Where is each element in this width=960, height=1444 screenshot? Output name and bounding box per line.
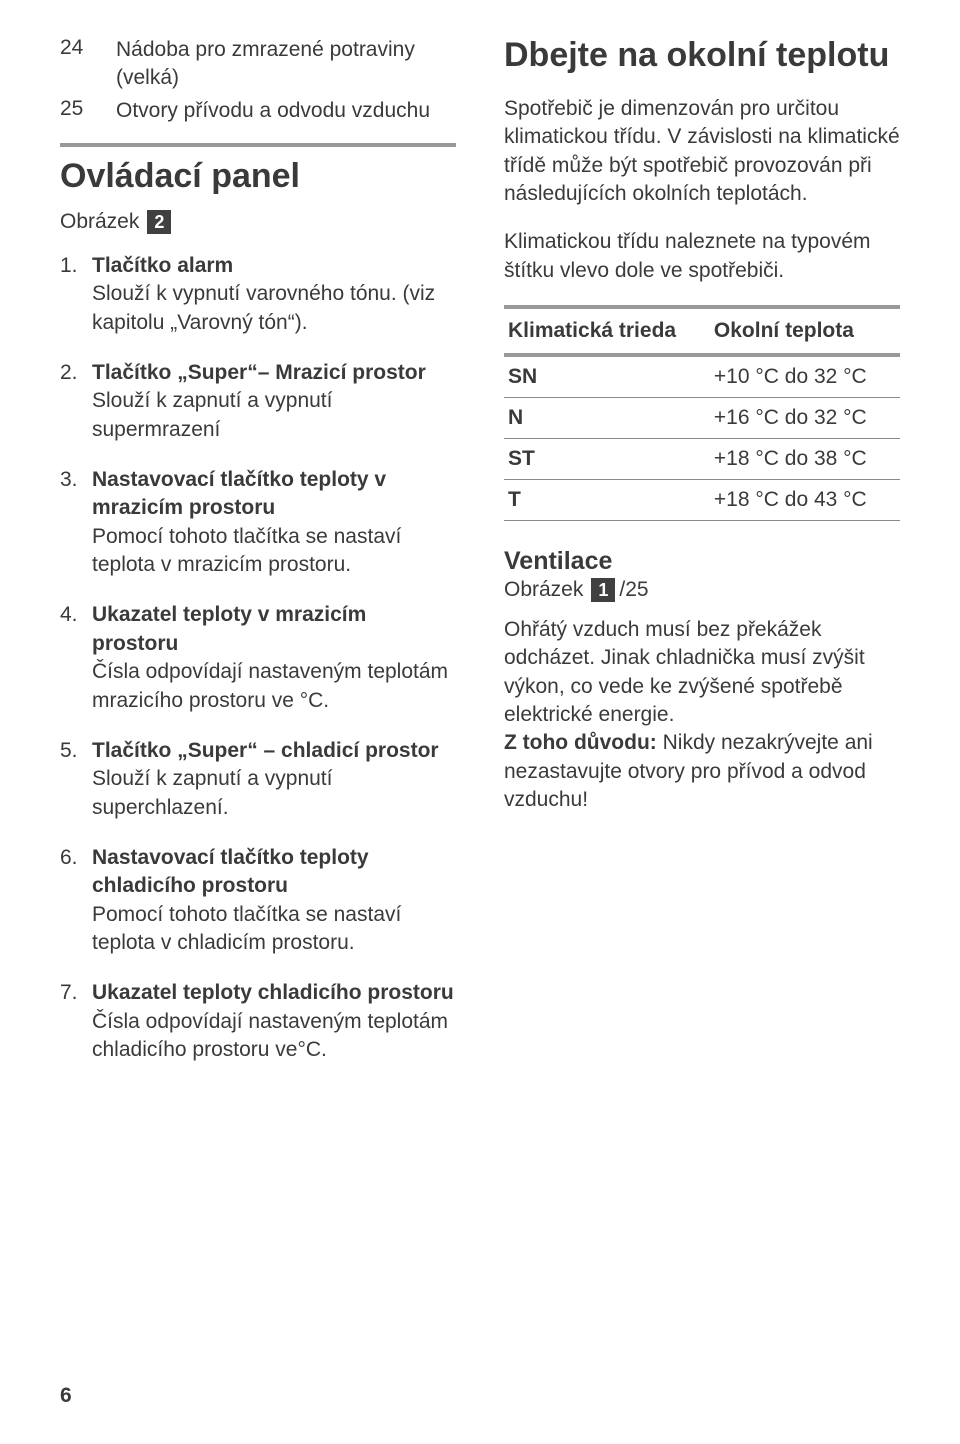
item-title: Nastavovací tlačítko teploty chladicího … xyxy=(92,844,456,901)
numbered-list: 1.Tlačítko alarmSlouží k vypnutí varovné… xyxy=(60,252,456,1064)
figure-reference: Obrázek 1/25 xyxy=(504,578,900,602)
paragraph: Klimatickou třídu naleznete na typovém š… xyxy=(504,228,900,285)
table-cell: ST xyxy=(504,439,710,480)
page-number: 6 xyxy=(60,1384,72,1408)
item-text: Otvory přívodu a odvodu vzduchu xyxy=(116,97,430,125)
figure-number-badge: 2 xyxy=(147,210,171,234)
table-cell: SN xyxy=(504,355,710,398)
list-item: 25 Otvory přívodu a odvodu vzduchu xyxy=(60,97,456,125)
item-text: Nádoba pro zmrazené potraviny (velká) xyxy=(116,36,456,93)
figure-label: Obrázek xyxy=(504,578,583,602)
paragraph-text: Ohřátý vzduch musí bez překážek odcházet… xyxy=(504,618,865,726)
item-number: 7. xyxy=(60,979,92,1007)
item-title: Ukazatel teploty v mrazicím prostoru xyxy=(92,601,456,658)
item-number: 2. xyxy=(60,359,92,387)
table-row: N+16 °C do 32 °C xyxy=(504,398,900,439)
table-cell: +18 °C do 38 °C xyxy=(710,439,900,480)
table-row: T+18 °C do 43 °C xyxy=(504,480,900,521)
item-number: 4. xyxy=(60,601,92,658)
table-cell: +10 °C do 32 °C xyxy=(710,355,900,398)
item-number: 6. xyxy=(60,844,92,901)
table-row: SN+10 °C do 32 °C xyxy=(504,355,900,398)
item-body: Čísla odpovídají nastaveným teplotám chl… xyxy=(60,1008,456,1065)
table-cell: N xyxy=(504,398,710,439)
item-number: 5. xyxy=(60,737,92,765)
left-column: 24 Nádoba pro zmrazené potraviny (velká)… xyxy=(60,36,456,1086)
item-body: Slouží k zapnutí a vypnutí superchlazení… xyxy=(60,765,456,822)
list-item: 6.Nastavovací tlačítko teploty chladicíh… xyxy=(60,844,456,957)
table-header-cell: Okolní teplota xyxy=(710,307,900,355)
table-cell: +16 °C do 32 °C xyxy=(710,398,900,439)
item-body: Pomocí tohoto tlačítka se nastaví teplot… xyxy=(60,901,456,958)
item-title: Ukazatel teploty chladicího prostoru xyxy=(92,979,454,1007)
list-item: 1.Tlačítko alarmSlouží k vypnutí varovné… xyxy=(60,252,456,337)
item-title: Tlačítko „Super“– Mrazicí prostor xyxy=(92,359,426,387)
section-divider xyxy=(60,143,456,147)
item-number: 25 xyxy=(60,97,116,125)
subheading-ventilation: Ventilace xyxy=(504,547,612,575)
item-body: Slouží k zapnutí a vypnutí supermrazení xyxy=(60,387,456,444)
list-item: 7.Ukazatel teploty chladicího prostoruČí… xyxy=(60,979,456,1064)
item-title: Nastavovací tlačítko teploty v mrazicím … xyxy=(92,466,456,523)
item-body: Pomocí tohoto tlačítka se nastaví teplot… xyxy=(60,523,456,580)
figure-reference: Obrázek 2 xyxy=(60,210,456,234)
figure-suffix: /25 xyxy=(619,578,648,602)
item-body: Čísla odpovídají nastaveným teplotám mra… xyxy=(60,658,456,715)
item-number: 1. xyxy=(60,252,92,280)
ventilation-heading-block: Ventilace xyxy=(504,547,900,576)
table-cell: +18 °C do 43 °C xyxy=(710,480,900,521)
table-header-row: Klimatická trieda Okolní teplota xyxy=(504,307,900,355)
item-number: 24 xyxy=(60,36,116,93)
list-item: 3.Nastavovací tlačítko teploty v mrazicí… xyxy=(60,466,456,579)
top-definition-list: 24 Nádoba pro zmrazené potraviny (velká)… xyxy=(60,36,456,125)
item-body: Slouží k vypnutí varovného tónu. (viz ka… xyxy=(60,280,456,337)
figure-number-badge: 1 xyxy=(591,578,615,602)
paragraph: Ohřátý vzduch musí bez překážek odcházet… xyxy=(504,616,900,814)
table-header-cell: Klimatická trieda xyxy=(504,307,710,355)
item-number: 3. xyxy=(60,466,92,523)
list-item: 2.Tlačítko „Super“– Mrazicí prostorSlouž… xyxy=(60,359,456,444)
item-title: Tlačítko „Super“ – chladicí prostor xyxy=(92,737,439,765)
section-heading-control-panel: Ovládací panel xyxy=(60,157,456,196)
section-heading-ambient-temp: Dbejte na okolní teplotu xyxy=(504,36,900,75)
table-row: ST+18 °C do 38 °C xyxy=(504,439,900,480)
page-content: 24 Nádoba pro zmrazené potraviny (velká)… xyxy=(60,36,900,1086)
table-cell: T xyxy=(504,480,710,521)
item-title: Tlačítko alarm xyxy=(92,252,233,280)
right-column: Dbejte na okolní teplotu Spotřebič je di… xyxy=(504,36,900,1086)
emphasis-lead: Z toho důvodu: xyxy=(504,731,657,754)
list-item: 24 Nádoba pro zmrazené potraviny (velká) xyxy=(60,36,456,93)
paragraph: Spotřebič je dimenzován pro určitou klim… xyxy=(504,95,900,208)
figure-label: Obrázek xyxy=(60,210,139,234)
list-item: 5.Tlačítko „Super“ – chladicí prostorSlo… xyxy=(60,737,456,822)
list-item: 4.Ukazatel teploty v mrazicím prostoruČí… xyxy=(60,601,456,714)
climate-class-table: Klimatická trieda Okolní teplota SN+10 °… xyxy=(504,305,900,521)
